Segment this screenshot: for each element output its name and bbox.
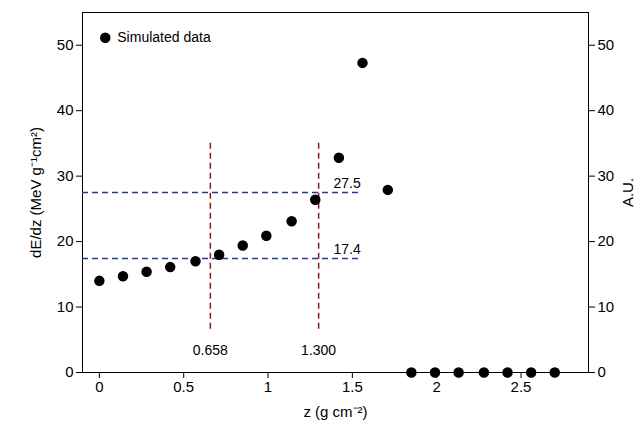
svg-text:A.U.: A.U. <box>619 178 636 207</box>
svg-text:17.4: 17.4 <box>334 241 361 257</box>
svg-text:0: 0 <box>598 363 606 380</box>
svg-text:2.5: 2.5 <box>511 378 532 395</box>
svg-text:1.5: 1.5 <box>342 378 363 395</box>
svg-text:0: 0 <box>95 378 103 395</box>
svg-text:0.658: 0.658 <box>193 342 228 358</box>
svg-text:20: 20 <box>598 232 615 249</box>
svg-text:10: 10 <box>57 298 74 315</box>
svg-text:40: 40 <box>598 101 615 118</box>
svg-text:10: 10 <box>598 298 615 315</box>
svg-text:20: 20 <box>57 232 74 249</box>
svg-text:30: 30 <box>598 167 615 184</box>
svg-text:z (g cm⁻²): z (g cm⁻²) <box>303 403 367 420</box>
svg-text:1.300: 1.300 <box>301 342 336 358</box>
svg-text:27.5: 27.5 <box>334 175 361 191</box>
svg-text:50: 50 <box>598 36 615 53</box>
svg-text:40: 40 <box>57 101 74 118</box>
svg-text:dE/dz (MeV g⁻¹cm²): dE/dz (MeV g⁻¹cm²) <box>27 127 44 258</box>
svg-text:0: 0 <box>65 363 73 380</box>
svg-text:2: 2 <box>433 378 441 395</box>
svg-text:Simulated data: Simulated data <box>117 29 211 45</box>
svg-text:50: 50 <box>57 36 74 53</box>
svg-text:30: 30 <box>57 167 74 184</box>
svg-text:1: 1 <box>264 378 272 395</box>
svg-text:0.5: 0.5 <box>173 378 194 395</box>
